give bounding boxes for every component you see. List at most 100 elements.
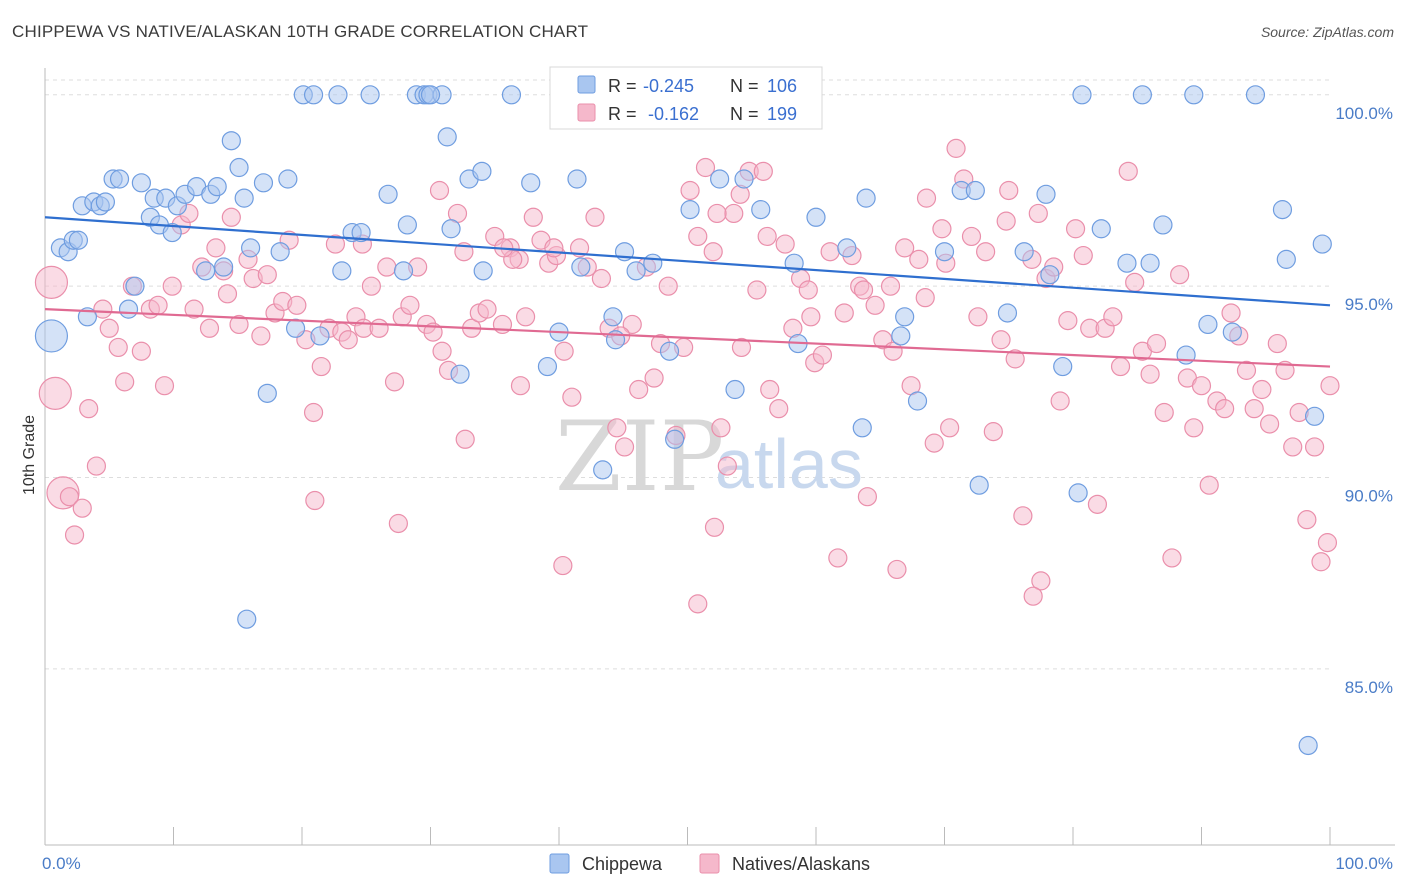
- chippewa-point-9: [95, 192, 115, 212]
- chippewa-point-36: [285, 318, 306, 338]
- chippewa-point-72: [725, 379, 745, 400]
- natives-alaskans-point-79: [629, 379, 649, 400]
- natives-alaskans-point-139: [1073, 245, 1093, 266]
- natives-alaskans-point-130: [1005, 349, 1025, 369]
- bottom-legend-swatch-natives: [699, 853, 720, 874]
- natives-alaskans-point-151: [1162, 548, 1182, 568]
- chippewa-point-68: [659, 341, 680, 361]
- chippewa-point-62: [593, 460, 613, 480]
- natives-alaskans-point-122: [946, 138, 966, 158]
- chippewa-point-54: [450, 364, 470, 384]
- legend-swatch-blue: [577, 75, 596, 94]
- chippewa-point-63: [603, 307, 623, 327]
- chippewa-point-56: [473, 261, 493, 281]
- chippewa-point-40: [328, 85, 348, 105]
- chippewa-point-70: [680, 200, 700, 220]
- chippewa-point-66: [626, 261, 646, 281]
- series-chippewa: [34, 85, 1332, 756]
- series-natives-alaskans: [34, 138, 1340, 614]
- chippewa-point-104: [1276, 249, 1296, 269]
- natives-alaskans-point-150: [1154, 402, 1174, 423]
- natives-alaskans-point-88: [695, 157, 716, 178]
- natives-alaskans-point-105: [820, 242, 840, 262]
- natives-alaskans-point-198: [429, 180, 450, 201]
- natives-alaskans-point-193: [510, 376, 531, 396]
- chippewa-point-77: [837, 238, 857, 258]
- natives-alaskans-point-39: [325, 234, 346, 254]
- chippewa-point-101: [1222, 322, 1242, 342]
- natives-alaskans-point-184: [757, 226, 777, 247]
- natives-alaskans-point-127: [983, 422, 1003, 442]
- y-tick-label-90: 90.0%: [1345, 487, 1393, 506]
- chippewa-point-0: [34, 319, 69, 353]
- chippewa-point-107: [1312, 234, 1332, 254]
- chippewa-point-30: [237, 609, 257, 629]
- natives-alaskans-point-26: [229, 314, 249, 335]
- chippewa-point-57: [501, 85, 522, 105]
- chippewa-point-69: [665, 429, 685, 449]
- chippewa-point-88: [1036, 184, 1056, 204]
- natives-alaskans-point-34: [287, 295, 307, 315]
- natives-alaskans-point-6: [79, 399, 99, 419]
- chippewa-point-14: [131, 173, 151, 193]
- chippewa-point-96: [1140, 253, 1160, 273]
- chippewa-point-34: [270, 242, 290, 262]
- y-tick-label-95: 95.0%: [1345, 295, 1393, 314]
- natives-alaskans-point-129: [999, 180, 1019, 201]
- chippewa-point-102: [1245, 85, 1266, 105]
- chippewa-point-99: [1184, 85, 1204, 105]
- natives-alaskans-point-44: [361, 276, 381, 296]
- natives-alaskans-point-5: [72, 498, 92, 518]
- natives-alaskans-point-23: [206, 238, 226, 258]
- chippewa-point-47: [397, 215, 417, 235]
- natives-alaskans-point-121: [940, 418, 960, 438]
- axes: [44, 68, 1395, 846]
- chippewa-point-28: [229, 157, 249, 178]
- legend-n-label-2: N =: [730, 104, 759, 124]
- natives-alaskans-point-30: [257, 265, 277, 285]
- chippewa-point-105: [1298, 735, 1318, 756]
- natives-alaskans-point-189: [1023, 586, 1043, 606]
- chippewa-point-87: [1014, 242, 1034, 262]
- natives-alaskans-point-71: [569, 238, 590, 258]
- natives-alaskans-point-188: [1031, 571, 1051, 591]
- natives-alaskans-point-93: [731, 337, 752, 358]
- natives-alaskans-point-161: [1236, 360, 1257, 380]
- natives-alaskans-point-115: [895, 238, 915, 258]
- chippewa-point-94: [1117, 253, 1137, 273]
- natives-alaskans-point-118: [916, 188, 937, 208]
- natives-alaskans-point-87: [688, 226, 708, 247]
- natives-alaskans-point-178: [553, 555, 573, 576]
- bottom-legend-swatch-chippewa: [549, 853, 570, 874]
- natives-alaskans-point-120: [932, 219, 952, 239]
- natives-alaskans-point-89: [703, 242, 723, 262]
- natives-alaskans-point-170: [1304, 437, 1325, 457]
- chippewa-point-52: [437, 127, 457, 147]
- chippewa-point-12: [118, 299, 139, 319]
- natives-alaskans-point-145: [1118, 161, 1138, 181]
- natives-alaskans-point-97: [760, 379, 780, 400]
- natives-alaskans-point-65: [523, 207, 543, 227]
- chippewa-point-91: [1068, 483, 1088, 503]
- chippewa-point-44: [360, 85, 380, 105]
- natives-alaskans-point-117: [909, 249, 929, 269]
- natives-alaskans-point-119: [924, 433, 944, 453]
- chippewa-point-106: [1304, 406, 1325, 426]
- natives-alaskans-point-110: [857, 487, 878, 507]
- natives-alaskans-point-99: [775, 234, 795, 254]
- chippewa-point-81: [895, 307, 915, 327]
- natives-alaskans-point-138: [1065, 219, 1086, 239]
- chippewa-point-85: [969, 475, 989, 495]
- chippewa-point-38: [303, 85, 324, 105]
- chippewa-point-27: [221, 131, 241, 151]
- natives-alaskans-point-124: [961, 226, 982, 247]
- natives-alaskans-point-154: [1184, 418, 1204, 438]
- natives-alaskans-point-128: [991, 330, 1011, 350]
- chippewa-point-112: [934, 242, 955, 262]
- natives-alaskans-point-9: [99, 318, 119, 338]
- natives-alaskans-point-25: [221, 207, 241, 227]
- chippewa-point-100: [1198, 314, 1218, 335]
- legend-r-label-2: R =: [608, 104, 637, 124]
- natives-alaskans-point-7: [86, 456, 107, 476]
